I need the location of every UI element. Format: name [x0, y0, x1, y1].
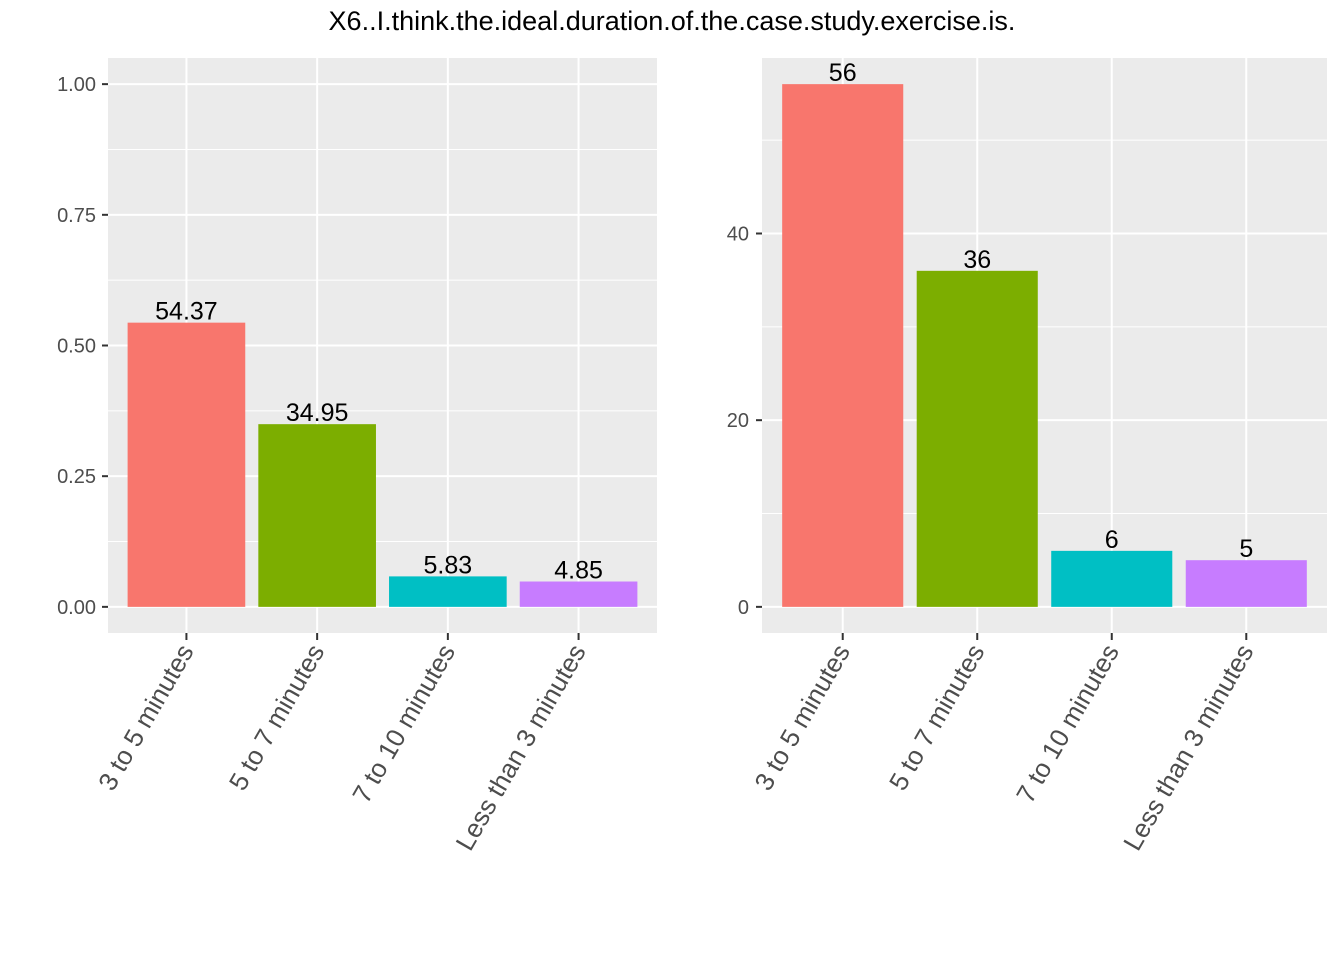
y-tick-label: 0.25	[57, 466, 96, 488]
y-tick-label: 20	[727, 410, 749, 432]
right-panel-count: 0 20 40 56 36 6 5 3 to 5 minutes 5 to 7 minutes 7…	[727, 58, 1327, 856]
bar-value-label: 5	[1239, 535, 1253, 563]
bar-value-label: 6	[1105, 526, 1119, 554]
bar-value-label: 4.85	[554, 557, 603, 585]
bar-2	[916, 270, 1038, 607]
x-tick-label: 7 to 10 minutes	[346, 639, 461, 808]
bar-value-label: 36	[963, 246, 991, 274]
chart-title: X6..I.think.the.ideal.duration.of.the.ca…	[328, 6, 1016, 36]
bar-1	[782, 84, 904, 607]
bar-1	[127, 322, 246, 607]
y-tick-label: 0.00	[57, 597, 96, 619]
bar-2	[258, 424, 376, 607]
x-tick-label: Less than 3 minutes	[1117, 639, 1259, 856]
bar-3	[1051, 550, 1173, 607]
bar-value-label: 56	[829, 59, 857, 87]
x-tick-label: 5 to 7 minutes	[223, 639, 331, 795]
bar-4	[1185, 560, 1307, 607]
y-tick-label: 0.75	[57, 205, 96, 227]
x-tick-label: 5 to 7 minutes	[883, 639, 991, 795]
bar-3	[389, 576, 507, 607]
x-tick-label: Less than 3 minutes	[449, 639, 591, 856]
bar-value-label: 54.37	[155, 298, 218, 326]
x-tick-label: 3 to 5 minutes	[748, 639, 856, 795]
y-tick-label: 40	[727, 223, 749, 245]
x-tick-label: 7 to 10 minutes	[1010, 639, 1125, 808]
bar-4	[519, 581, 638, 607]
bar-value-label: 34.95	[286, 399, 349, 427]
bar-value-label: 5.83	[424, 551, 473, 579]
x-tick-label: 3 to 5 minutes	[92, 639, 200, 795]
y-tick-label: 0	[738, 597, 749, 619]
y-tick-label: 1.00	[57, 74, 96, 96]
left-panel-percent: 0.00 0.25 0.50 0.75 1.00 54.37 34.95 5.83 4.85 3 …	[57, 58, 657, 856]
y-tick-label: 0.50	[57, 336, 96, 358]
